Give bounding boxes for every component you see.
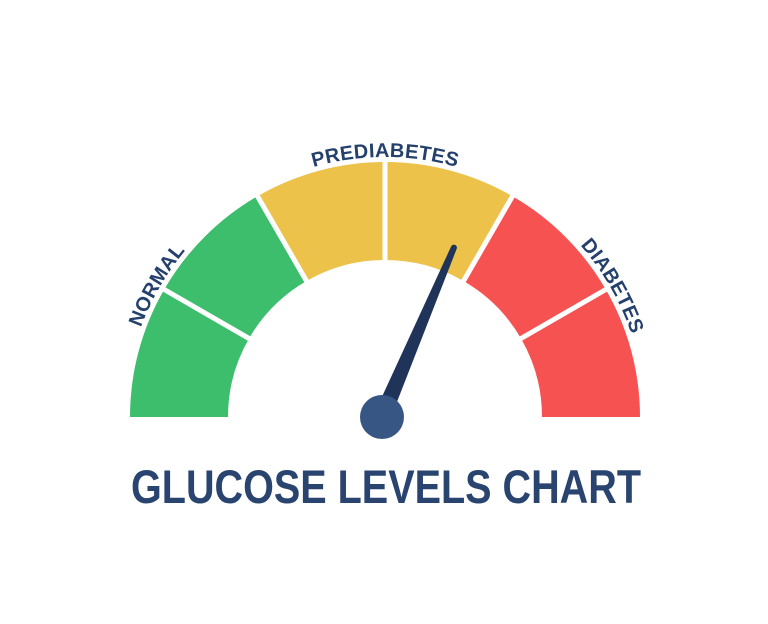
gauge-needle-icon [374, 244, 457, 421]
gauge-segment-normal [164, 196, 307, 339]
gauge-divider [456, 187, 520, 291]
gauge-dividers [155, 153, 615, 346]
gauge-divider [155, 282, 259, 346]
gauge-needle-hub-icon [360, 395, 404, 439]
gauge-divider [250, 187, 314, 291]
gauge-segment-diabetes [463, 196, 606, 339]
chart-title: GLUCOSE LEVELS CHART [131, 460, 641, 513]
gauge-divider [511, 282, 615, 346]
